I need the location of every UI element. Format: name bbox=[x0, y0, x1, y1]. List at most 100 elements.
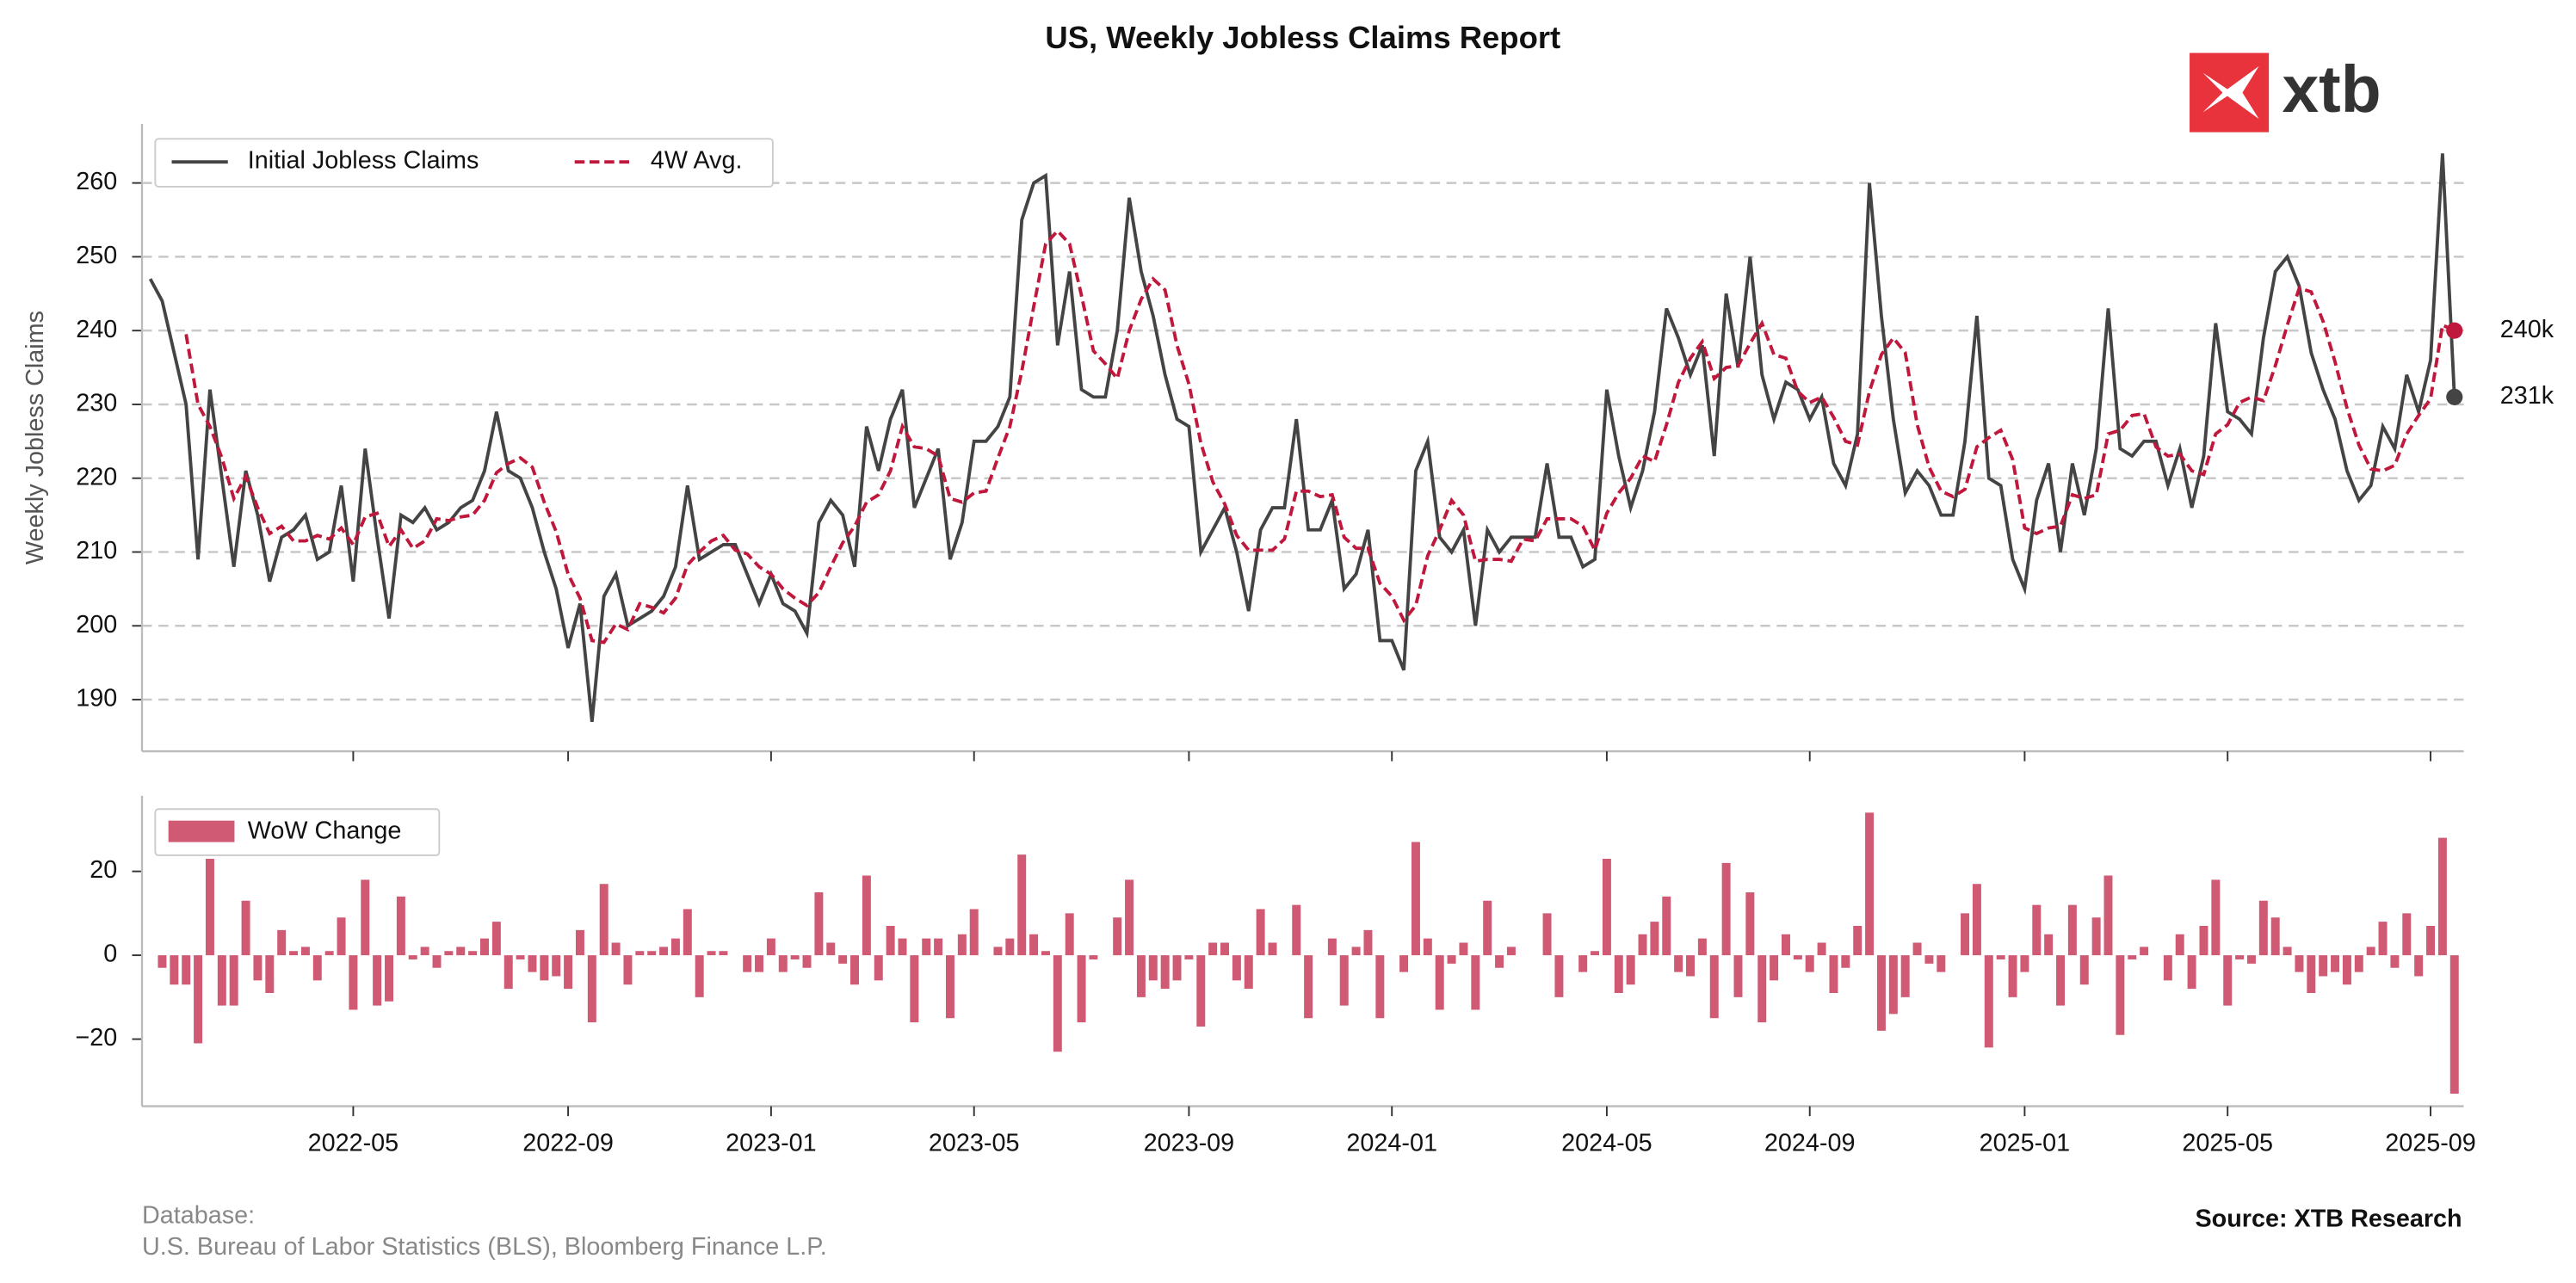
bar bbox=[2331, 955, 2340, 972]
bar bbox=[910, 955, 919, 1023]
bar bbox=[1065, 913, 1074, 956]
bar bbox=[1160, 955, 1170, 990]
bar bbox=[2175, 934, 2184, 956]
logo: xtb bbox=[2190, 52, 2381, 133]
bar bbox=[1471, 955, 1480, 1010]
bar bbox=[670, 938, 680, 956]
legend-label: Initial Jobless Claims bbox=[248, 147, 479, 175]
bar bbox=[2390, 955, 2400, 968]
legend-box bbox=[154, 138, 774, 188]
bar bbox=[647, 951, 657, 956]
bar bbox=[1399, 955, 1409, 972]
bar bbox=[2378, 922, 2388, 956]
bar bbox=[993, 947, 1003, 956]
bar bbox=[766, 938, 775, 956]
bar bbox=[1268, 942, 1277, 956]
end-dot bbox=[2446, 388, 2463, 405]
bar bbox=[312, 955, 322, 981]
bar bbox=[778, 955, 788, 972]
bar bbox=[324, 951, 334, 956]
bar bbox=[1829, 955, 1838, 993]
bar bbox=[838, 955, 848, 964]
x-tick-label: 2024-01 bbox=[1346, 1129, 1437, 1157]
bar bbox=[1363, 929, 1373, 956]
x-tick-label: 2023-01 bbox=[726, 1129, 817, 1157]
bar bbox=[1113, 917, 1122, 956]
bar bbox=[1184, 955, 1194, 959]
bar bbox=[850, 955, 859, 985]
bar bbox=[1709, 955, 1719, 1019]
logo-icon bbox=[2202, 65, 2259, 120]
bar bbox=[1244, 955, 1253, 990]
bar bbox=[707, 951, 716, 956]
legend-label: WoW Change bbox=[248, 817, 402, 845]
bar bbox=[1292, 904, 1301, 956]
x-tick-label: 2022-09 bbox=[522, 1129, 614, 1157]
bar bbox=[361, 879, 370, 956]
bar bbox=[468, 951, 478, 956]
bar bbox=[934, 938, 943, 956]
bar bbox=[540, 955, 549, 981]
bar bbox=[289, 951, 299, 956]
end-label: 231k bbox=[2500, 382, 2554, 410]
bar bbox=[1770, 955, 1779, 981]
bar bbox=[1256, 909, 1265, 956]
bar bbox=[587, 955, 596, 1023]
bar bbox=[1745, 891, 1755, 956]
y-tick-label: 240 bbox=[76, 316, 117, 343]
bar bbox=[1053, 955, 1062, 1052]
bar bbox=[898, 938, 907, 956]
bar bbox=[1697, 938, 1707, 956]
bar bbox=[1304, 955, 1313, 1019]
bar bbox=[1232, 955, 1241, 981]
bar bbox=[969, 909, 979, 956]
bar bbox=[1136, 955, 1146, 997]
y-tick-label: −20 bbox=[75, 1024, 117, 1052]
bar bbox=[2056, 955, 2066, 1006]
bar bbox=[1900, 955, 1910, 997]
bar bbox=[2032, 904, 2042, 956]
bar bbox=[635, 951, 645, 956]
bar bbox=[1339, 955, 1349, 1006]
bar bbox=[1757, 955, 1767, 1023]
y-tick-label: 220 bbox=[76, 463, 117, 490]
bar bbox=[408, 955, 417, 959]
bar bbox=[2235, 955, 2245, 959]
legend: Initial Jobless Claims 4W Avg. bbox=[154, 138, 774, 188]
bar bbox=[205, 859, 214, 956]
bar bbox=[2091, 917, 2101, 956]
legend-swatch bbox=[168, 820, 235, 842]
bar bbox=[170, 955, 179, 985]
bar bbox=[790, 955, 800, 959]
bar bbox=[1459, 942, 1468, 956]
bar bbox=[1626, 955, 1635, 985]
bar bbox=[2223, 955, 2233, 1006]
bar bbox=[683, 909, 692, 956]
bar bbox=[957, 934, 967, 956]
end-label: 240k bbox=[2500, 316, 2554, 343]
bar bbox=[217, 955, 226, 1006]
bar bbox=[2116, 955, 2125, 1035]
bar bbox=[814, 891, 824, 956]
bar bbox=[1542, 913, 1552, 956]
bar bbox=[1017, 854, 1027, 956]
bar bbox=[2307, 955, 2316, 993]
bar bbox=[1077, 955, 1086, 1023]
bar bbox=[1614, 955, 1623, 993]
bar bbox=[1817, 942, 1826, 956]
bar bbox=[1196, 955, 1206, 1027]
x-tick-label: 2025-05 bbox=[2182, 1129, 2273, 1157]
bar bbox=[1411, 842, 1420, 956]
bar bbox=[2295, 955, 2304, 972]
bar bbox=[2258, 900, 2268, 956]
bar bbox=[1662, 896, 1671, 956]
bar bbox=[1674, 955, 1683, 972]
bar bbox=[2140, 947, 2149, 956]
bar bbox=[1029, 934, 1039, 956]
bar bbox=[2449, 955, 2459, 1094]
bar bbox=[1984, 955, 1993, 1048]
bar bbox=[491, 922, 501, 956]
y-tick-label: 190 bbox=[76, 685, 117, 712]
bar bbox=[1721, 862, 1731, 956]
